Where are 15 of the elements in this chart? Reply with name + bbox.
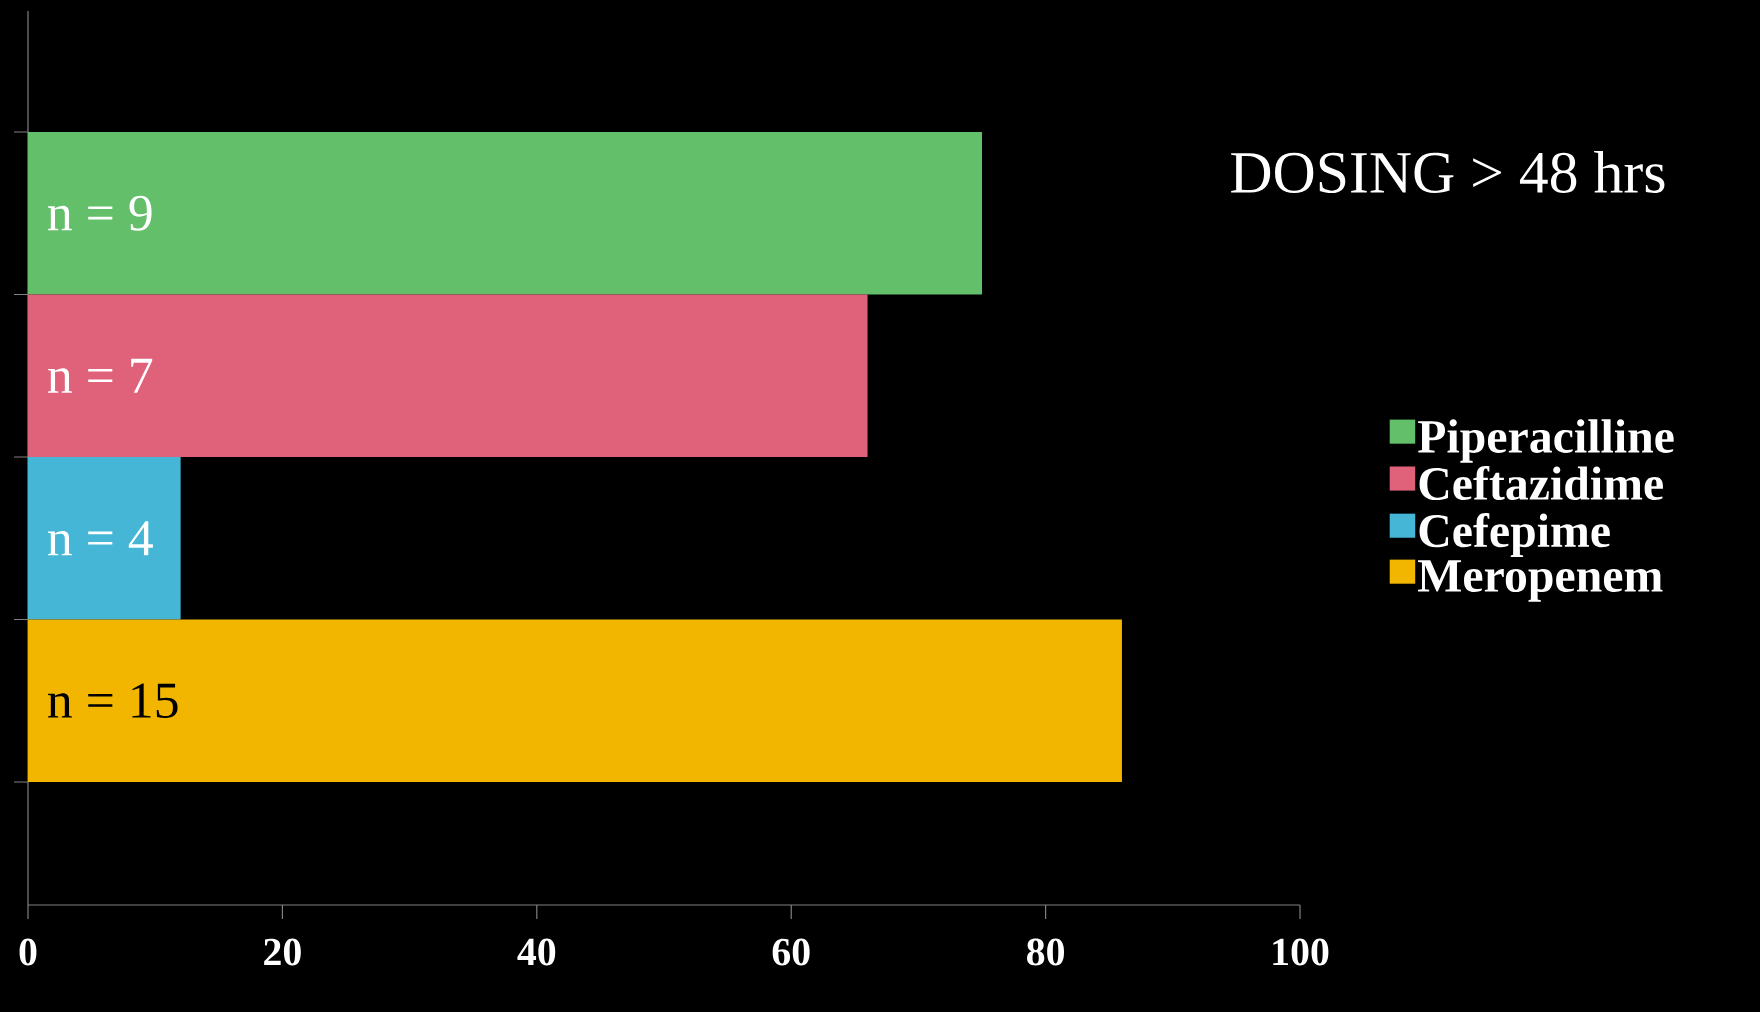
legend-label: Meropenem — [1418, 560, 1663, 602]
text: DOSING > 48 hrs — [1231, 150, 1665, 194]
x-tick-label: 100 — [1273, 938, 1329, 966]
annotation: n = 9 — [47, 195, 152, 231]
x-tick-label: 60 — [772, 938, 810, 966]
legend-label: Cefepime — [1419, 513, 1610, 557]
legend-label: Ceftazidime — [1419, 465, 1663, 501]
legend-label: Piperacilline — [1418, 419, 1674, 463]
annotation: n = 15 — [47, 683, 178, 719]
x-tick-label: 40 — [517, 938, 556, 966]
annotation: n = 4 — [47, 521, 153, 556]
x-tick-label: 0 — [19, 938, 37, 966]
x-tick-label: 80 — [1027, 938, 1065, 966]
annotation: n = 7 — [47, 358, 153, 393]
x-tick-label: 20 — [264, 938, 301, 966]
